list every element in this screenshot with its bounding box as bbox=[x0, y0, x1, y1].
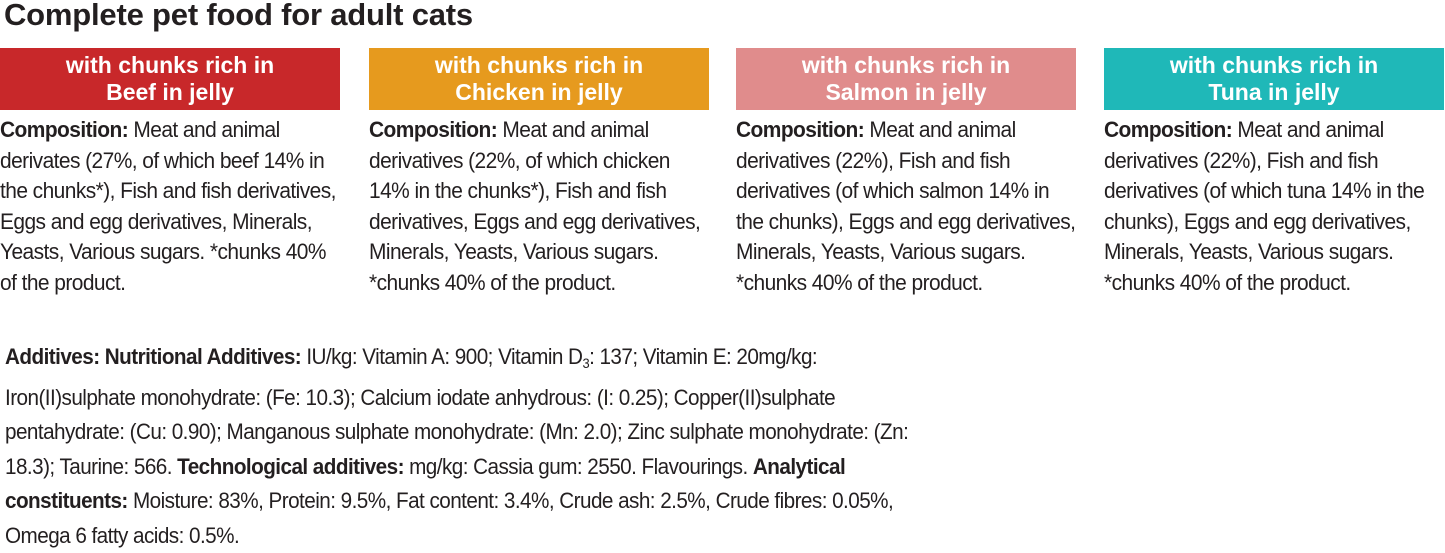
banner-line1: with chunks rich in bbox=[1169, 52, 1379, 78]
technological-label: Technological additives: bbox=[177, 453, 404, 479]
composition-body: Meat and animal derivates (27%, of which… bbox=[0, 117, 336, 295]
banner-line2: Chicken in jelly bbox=[455, 79, 623, 105]
additives-label: Additives: Nutritional Additives: bbox=[5, 344, 302, 369]
additives-paragraph: Additives: Nutritional Additives: IU/kg:… bbox=[5, 340, 953, 553]
banner-line1: with chunks rich in bbox=[801, 52, 1011, 78]
analytical-label: Analytical constituents: bbox=[5, 453, 846, 514]
vitamin-d-subscript: 3 bbox=[582, 355, 590, 371]
page-title: Complete pet food for adult cats bbox=[4, 0, 473, 32]
composition-label: Composition: bbox=[1104, 117, 1233, 142]
variant-banner: with chunks rich in Tuna in jelly bbox=[1104, 48, 1444, 110]
composition-body: Meat and animal derivatives (22%), Fish … bbox=[1104, 117, 1425, 295]
composition-label: Composition: bbox=[736, 117, 865, 142]
additives-text2: : 137; Vitamin E: 20mg/kg: Iron(II)sulph… bbox=[5, 344, 909, 479]
additives-text1: IU/kg: Vitamin A: 900; Vitamin D bbox=[301, 344, 583, 369]
variant-banner: with chunks rich in Salmon in jelly bbox=[736, 48, 1076, 110]
composition-label: Composition: bbox=[369, 117, 498, 142]
composition-text: Composition: Meat and animal derivatives… bbox=[369, 115, 713, 298]
variant-tuna: with chunks rich in Tuna in jelly Compos… bbox=[1104, 48, 1444, 298]
analytical-text: Moisture: 83%, Protein: 9.5%, Fat conten… bbox=[5, 488, 894, 548]
variant-beef: with chunks rich in Beef in jelly Compos… bbox=[0, 48, 340, 298]
composition-body: Meat and animal derivatives (22%, of whi… bbox=[369, 117, 701, 295]
composition-text: Composition: Meat and animal derivatives… bbox=[736, 115, 1080, 298]
composition-label: Composition: bbox=[0, 117, 129, 142]
composition-text: Composition: Meat and animal derivates (… bbox=[0, 115, 344, 298]
variant-chicken: with chunks rich in Chicken in jelly Com… bbox=[369, 48, 709, 298]
technological-text: mg/kg: Cassia gum: 2550. Flavourings. bbox=[403, 453, 753, 479]
variant-banner: with chunks rich in Beef in jelly bbox=[0, 48, 340, 110]
variant-salmon: with chunks rich in Salmon in jelly Comp… bbox=[736, 48, 1076, 298]
banner-line2: Salmon in jelly bbox=[825, 79, 987, 105]
banner-line1: with chunks rich in bbox=[434, 52, 644, 78]
banner-line2: Beef in jelly bbox=[106, 79, 234, 105]
banner-line1: with chunks rich in bbox=[65, 52, 275, 78]
banner-line2: Tuna in jelly bbox=[1208, 79, 1340, 105]
composition-body: Meat and animal derivatives (22%), Fish … bbox=[736, 117, 1076, 295]
variant-banner: with chunks rich in Chicken in jelly bbox=[369, 48, 709, 110]
composition-text: Composition: Meat and animal derivatives… bbox=[1104, 115, 1445, 298]
